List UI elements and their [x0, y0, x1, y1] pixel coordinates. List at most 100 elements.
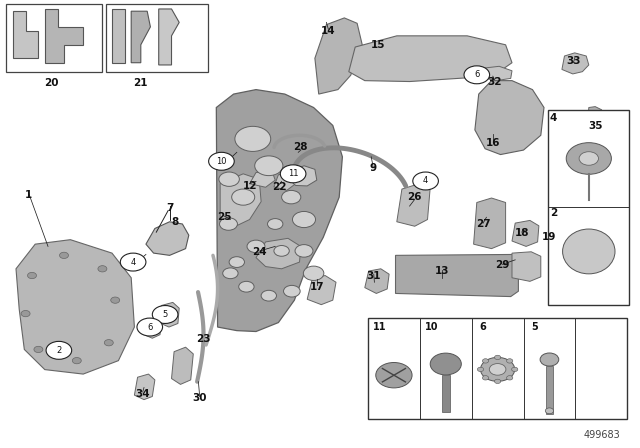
Circle shape [413, 172, 438, 190]
Text: 15: 15 [371, 40, 385, 50]
Circle shape [247, 240, 265, 253]
Text: 10: 10 [424, 322, 438, 332]
Polygon shape [146, 222, 189, 255]
Polygon shape [475, 81, 544, 155]
Text: 12: 12 [243, 181, 257, 191]
Circle shape [137, 318, 163, 336]
Text: 6: 6 [474, 70, 479, 79]
Polygon shape [256, 238, 301, 269]
Ellipse shape [563, 229, 615, 274]
Text: 35: 35 [588, 121, 602, 131]
Polygon shape [474, 198, 506, 249]
Circle shape [34, 346, 43, 353]
Polygon shape [396, 254, 518, 297]
Circle shape [292, 211, 316, 228]
Text: 17: 17 [310, 282, 324, 292]
Text: 24: 24 [253, 247, 267, 257]
Text: 6: 6 [147, 323, 152, 332]
Text: 20: 20 [44, 78, 58, 88]
Text: 10: 10 [216, 157, 227, 166]
Text: 18: 18 [515, 228, 529, 238]
Text: 5: 5 [532, 322, 538, 332]
Text: 8: 8 [171, 217, 179, 227]
Circle shape [490, 364, 506, 375]
Circle shape [60, 252, 68, 258]
Circle shape [104, 340, 113, 346]
Text: 2: 2 [550, 207, 557, 218]
Circle shape [481, 358, 515, 381]
Circle shape [261, 290, 276, 301]
Text: 31: 31 [367, 271, 381, 280]
Circle shape [98, 266, 107, 272]
Circle shape [280, 165, 306, 183]
Circle shape [111, 297, 120, 303]
Circle shape [152, 306, 178, 323]
Polygon shape [480, 66, 512, 81]
Circle shape [46, 341, 72, 359]
Polygon shape [13, 11, 38, 58]
Circle shape [268, 219, 283, 229]
Circle shape [239, 281, 254, 292]
Circle shape [72, 358, 81, 364]
Circle shape [21, 310, 30, 317]
Circle shape [507, 376, 513, 380]
Circle shape [495, 355, 500, 360]
Polygon shape [216, 90, 342, 332]
Circle shape [483, 359, 488, 363]
Text: 34: 34 [136, 389, 150, 399]
Circle shape [284, 285, 300, 297]
Circle shape [120, 253, 146, 271]
Polygon shape [159, 9, 179, 65]
Text: 4: 4 [423, 177, 428, 185]
Circle shape [579, 152, 598, 165]
Circle shape [511, 367, 518, 371]
Polygon shape [172, 347, 193, 384]
Text: 11: 11 [288, 169, 298, 178]
Text: 11: 11 [372, 322, 386, 332]
Circle shape [209, 152, 234, 170]
Polygon shape [586, 107, 602, 152]
Circle shape [274, 246, 289, 256]
Text: 29: 29 [495, 260, 509, 270]
Text: 13: 13 [435, 266, 449, 276]
Circle shape [223, 268, 238, 279]
Circle shape [495, 379, 500, 383]
Text: 9: 9 [369, 163, 377, 173]
Polygon shape [365, 269, 389, 293]
Text: 22: 22 [272, 182, 286, 192]
Polygon shape [250, 171, 275, 187]
Text: 14: 14 [321, 26, 335, 36]
Circle shape [303, 266, 324, 280]
Circle shape [219, 172, 239, 186]
Text: 23: 23 [196, 334, 211, 344]
Circle shape [28, 272, 36, 279]
Circle shape [540, 353, 559, 366]
Text: 25: 25 [217, 212, 231, 222]
Circle shape [232, 189, 255, 205]
Polygon shape [112, 9, 125, 63]
Polygon shape [142, 318, 161, 338]
Text: 5: 5 [163, 310, 168, 319]
Polygon shape [134, 374, 155, 400]
Text: 1: 1 [25, 190, 33, 200]
Text: 28: 28 [294, 142, 308, 152]
Bar [442, 375, 449, 412]
Polygon shape [159, 302, 179, 327]
Polygon shape [397, 184, 430, 226]
Text: 6: 6 [480, 322, 486, 332]
Text: 26: 26 [408, 192, 422, 202]
Circle shape [477, 367, 484, 371]
Circle shape [220, 218, 237, 230]
Bar [368, 318, 627, 419]
Circle shape [235, 126, 271, 151]
Text: 2: 2 [56, 346, 61, 355]
Polygon shape [274, 174, 296, 190]
Circle shape [545, 408, 554, 414]
Polygon shape [349, 36, 512, 82]
Polygon shape [45, 9, 83, 63]
Polygon shape [291, 166, 317, 186]
Polygon shape [315, 18, 362, 94]
Text: 30: 30 [193, 393, 207, 403]
Circle shape [376, 362, 412, 388]
Circle shape [507, 359, 513, 363]
